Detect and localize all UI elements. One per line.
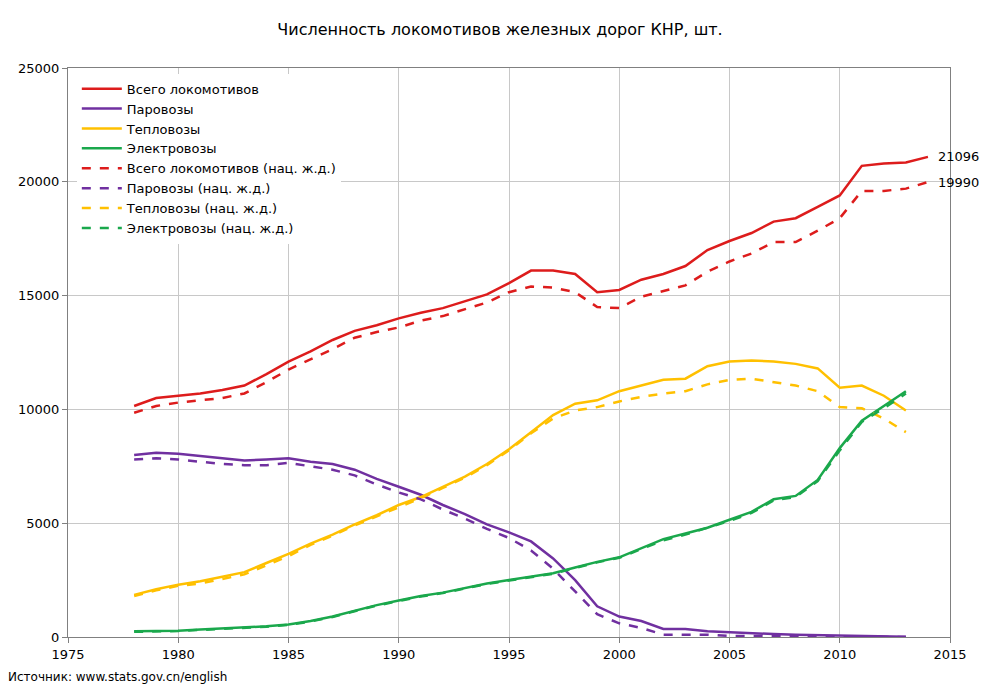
svg-text:Численность локомотивов железн: Численность локомотивов железных дорог К…: [277, 20, 722, 39]
svg-text:Тепловозы (нац. ж.д.): Тепловозы (нац. ж.д.): [126, 201, 277, 216]
svg-text:15000: 15000: [18, 288, 59, 303]
svg-text:5000: 5000: [26, 516, 59, 531]
svg-text:Электровозы: Электровозы: [127, 141, 217, 156]
svg-text:Всего локомотивов: Всего локомотивов: [127, 82, 259, 97]
svg-text:Тепловозы: Тепловозы: [126, 122, 201, 137]
svg-text:10000: 10000: [18, 402, 59, 417]
svg-text:1990: 1990: [382, 647, 415, 662]
svg-text:Источник: www.stats.gov.cn/eng: Источник: www.stats.gov.cn/english: [8, 670, 227, 684]
svg-text:1995: 1995: [492, 647, 525, 662]
svg-text:19990: 19990: [938, 175, 979, 190]
svg-text:2005: 2005: [713, 647, 746, 662]
svg-text:1980: 1980: [162, 647, 195, 662]
svg-text:2015: 2015: [933, 647, 966, 662]
svg-text:1975: 1975: [51, 647, 84, 662]
svg-text:Всего локомотивов (нац. ж.д.): Всего локомотивов (нац. ж.д.): [127, 161, 336, 176]
svg-text:Паровозы (нац. ж.д.): Паровозы (нац. ж.д.): [127, 181, 271, 196]
svg-text:1985: 1985: [272, 647, 305, 662]
svg-text:2010: 2010: [823, 647, 856, 662]
svg-text:25000: 25000: [18, 61, 59, 76]
svg-text:2000: 2000: [603, 647, 636, 662]
svg-text:20000: 20000: [18, 174, 59, 189]
svg-text:21096: 21096: [938, 149, 979, 164]
svg-text:0: 0: [51, 630, 59, 645]
svg-text:Электровозы (нац. ж.д.): Электровозы (нац. ж.д.): [127, 221, 294, 236]
svg-text:Паровозы: Паровозы: [127, 102, 194, 117]
